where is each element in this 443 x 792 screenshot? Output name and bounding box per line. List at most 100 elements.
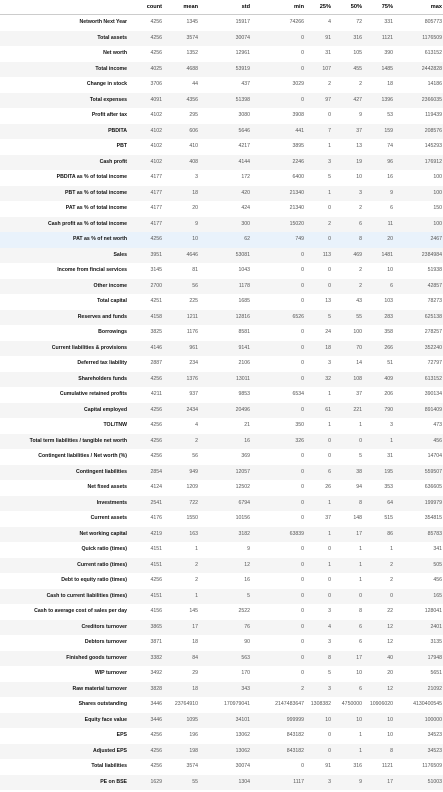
table-cell: 1117 bbox=[293, 778, 304, 785]
table-cell: 3029 bbox=[292, 81, 304, 87]
row-label: Cash profit as % of total income bbox=[48, 220, 127, 227]
table-cell: 53 bbox=[387, 112, 393, 118]
table-cell: 1178 bbox=[238, 282, 250, 289]
table-cell: 84 bbox=[192, 654, 198, 661]
table-cell: 51398 bbox=[235, 96, 250, 103]
table-cell: 0 bbox=[328, 747, 331, 754]
table-cell: 2 bbox=[328, 220, 331, 227]
table-cell: 176912 bbox=[424, 158, 442, 165]
table-cell: 21092 bbox=[427, 685, 442, 692]
table-cell: 12961 bbox=[235, 50, 250, 56]
row-label: Capital employed bbox=[84, 406, 127, 413]
table-cell: 30074 bbox=[235, 763, 250, 769]
table-cell: 4256 bbox=[150, 236, 162, 242]
column-header-std: std bbox=[241, 4, 250, 10]
table-cell: 3080 bbox=[238, 112, 250, 118]
table-cell: 1176509 bbox=[422, 763, 442, 769]
table-cell: 4156 bbox=[150, 608, 162, 614]
table-cell: 843182 bbox=[286, 747, 304, 754]
table-cell: 961 bbox=[189, 344, 198, 351]
row-label: Borrowings bbox=[98, 329, 127, 335]
table-row: Deferred tax liability 2887 234 2106 0 3 14 51 7… bbox=[0, 356, 443, 372]
table-cell: 3865 bbox=[150, 623, 162, 630]
row-label: Other income bbox=[93, 282, 127, 289]
table-cell: 21340 bbox=[289, 189, 304, 196]
row-label: Total capital bbox=[97, 298, 127, 304]
table-cell: 1304 bbox=[238, 778, 250, 785]
row-label: Finished goods turnover bbox=[66, 654, 127, 661]
table-cell: 10 bbox=[387, 716, 393, 723]
table-cell: 0 bbox=[301, 50, 304, 56]
table-cell: 53081 bbox=[235, 251, 250, 258]
table-row: PBT 4102 410 4217 3895 1 13 74 145293 bbox=[0, 139, 443, 155]
table-cell: 4646 bbox=[186, 251, 198, 258]
table-cell: 3895 bbox=[292, 143, 304, 149]
row-label: Current liabilities & provisions bbox=[51, 344, 127, 351]
table-cell: 9141 bbox=[238, 344, 250, 351]
table-cell: 4151 bbox=[150, 546, 162, 552]
table-row: Contingent liabilities / Net worth (%) 42… bbox=[0, 449, 443, 465]
table-cell: 20 bbox=[387, 670, 393, 676]
table-cell: 2 bbox=[301, 685, 304, 692]
table-cell: 613152 bbox=[424, 375, 442, 382]
table-cell: 100 bbox=[433, 174, 442, 180]
header-divider bbox=[0, 14, 443, 15]
row-label: Contingent liabilities bbox=[75, 468, 127, 475]
table-cell: 1211 bbox=[186, 313, 198, 320]
table-cell: 2 bbox=[390, 561, 393, 568]
row-label: Cash profit bbox=[99, 158, 127, 165]
table-cell: 3446 bbox=[150, 701, 162, 707]
row-label: Change in stock bbox=[86, 81, 127, 87]
table-cell: 316 bbox=[353, 34, 362, 41]
table-cell: 1 bbox=[328, 391, 331, 397]
table-cell: 4256 bbox=[150, 437, 162, 444]
table-cell: 1121 bbox=[381, 763, 393, 769]
table-cell: 4688 bbox=[186, 65, 198, 72]
table-cell: 3 bbox=[359, 189, 362, 196]
table-cell: 2 bbox=[195, 437, 198, 444]
table-cell: 505 bbox=[433, 561, 442, 568]
table-cell: 9 bbox=[359, 112, 362, 118]
table-cell: 0 bbox=[301, 375, 304, 382]
table-cell: 8 bbox=[359, 608, 362, 614]
table-cell: 163 bbox=[189, 530, 198, 537]
row-label: Net worth bbox=[103, 50, 127, 56]
table-cell: 21340 bbox=[289, 205, 304, 211]
table-cell: 4256 bbox=[150, 375, 162, 382]
table-cell: 456 bbox=[433, 437, 442, 444]
table-cell: 3871 bbox=[150, 639, 162, 645]
table-row: Change in stock 3706 44 437 3029 2 2 18 14186 bbox=[0, 77, 443, 93]
table-cell: 749 bbox=[295, 236, 304, 242]
table-row: WIP turnover 3492 29 170 0 5 10 20 5651 bbox=[0, 666, 443, 682]
table-cell: 3145 bbox=[150, 267, 162, 273]
table-cell: 7 bbox=[328, 127, 331, 134]
table-cell: 17 bbox=[356, 654, 362, 661]
table-cell: 22 bbox=[387, 608, 393, 614]
table-cell: 0 bbox=[328, 577, 331, 583]
table-cell: 4130400545 bbox=[413, 701, 442, 707]
table-row: Adjusted EPS 4256 198 13062 843182 0 1 8 34523 bbox=[0, 743, 443, 759]
table-row: Equity face value 3446 1095 34101 999999 10 10… bbox=[0, 712, 443, 728]
table-row: Borrowings 3825 1176 8581 0 24 100 358 278257 bbox=[0, 325, 443, 341]
table-cell: 86 bbox=[387, 530, 393, 537]
table-cell: 2 bbox=[359, 205, 362, 211]
table-cell: 81 bbox=[192, 267, 198, 273]
table-cell: 3 bbox=[328, 360, 331, 366]
table-cell: 20 bbox=[387, 236, 393, 242]
table-cell: 195 bbox=[384, 468, 393, 475]
column-header-mean: mean bbox=[183, 4, 198, 10]
table-cell: 10 bbox=[192, 236, 198, 242]
table-cell: 2442828 bbox=[421, 65, 442, 72]
table-row: Capital employed 4256 2434 20496 0 61 221 790 89… bbox=[0, 402, 443, 418]
table-cell: 278257 bbox=[424, 329, 442, 335]
table-cell: 4102 bbox=[150, 112, 162, 118]
table-row: Other income 2700 56 1178 0 0 2 6 42857 bbox=[0, 278, 443, 294]
table-cell: 170979041 bbox=[224, 701, 250, 707]
table-cell: 2 bbox=[359, 267, 362, 273]
table-cell: 409 bbox=[384, 375, 393, 382]
table-cell: 2366035 bbox=[421, 96, 442, 103]
table-cell: 0 bbox=[359, 437, 362, 444]
table-cell: 4256 bbox=[150, 453, 162, 459]
table-row: Debtors turnover 3871 18 90 0 3 6 12 3135 bbox=[0, 635, 443, 651]
